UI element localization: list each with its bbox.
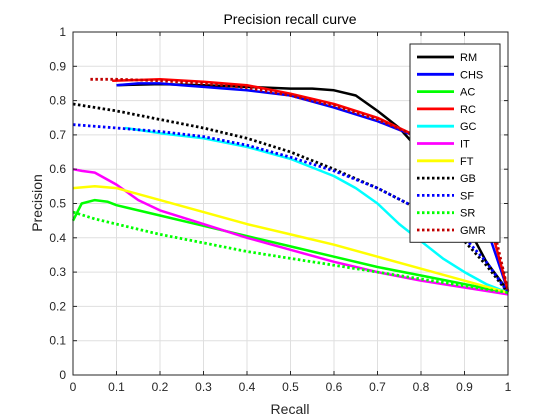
y-tick-label: 0.9 <box>49 59 66 73</box>
x-tick-label: 0.1 <box>108 380 125 394</box>
legend-label: AC <box>460 87 475 99</box>
series-line-gc <box>125 126 509 294</box>
series-line-it <box>72 167 509 296</box>
legend-label: RC <box>460 104 476 116</box>
y-tick-label: 0.1 <box>49 334 66 348</box>
legend-label: SR <box>460 208 475 220</box>
x-tick-label: 0 <box>70 380 77 394</box>
series-line-sr <box>72 210 509 295</box>
chart-title: Precision recall curve <box>223 11 356 27</box>
x-tick-label: 0.4 <box>239 380 256 394</box>
x-tick-label: 0.2 <box>152 380 169 394</box>
legend-label: GB <box>460 173 476 185</box>
x-tick-label: 0.9 <box>456 380 473 394</box>
legend-label: SF <box>460 190 474 202</box>
y-axis: 0 0.1 0.2 0.3 0.4 0.5 0.6 0.7 0.8 0.9 1 <box>49 25 508 382</box>
legend-label: RM <box>460 52 477 64</box>
y-tick-label: 0.2 <box>49 299 66 313</box>
y-tick-label: 0.6 <box>49 162 66 176</box>
legend: RM CHS AC RC GC IT FT GB SF SR GMR <box>409 43 501 243</box>
x-tick-label: 0.6 <box>326 380 343 394</box>
legend-label: FT <box>460 156 474 168</box>
legend-label: GC <box>460 121 477 133</box>
y-tick-label: 0.3 <box>49 265 66 279</box>
legend-label: GMR <box>460 225 486 237</box>
x-tick-label: 0.8 <box>413 380 430 394</box>
x-tick-label: 0.5 <box>282 380 299 394</box>
y-tick-label: 0.7 <box>49 128 66 142</box>
series-line-ft <box>72 185 509 294</box>
x-axis: 0 0.1 0.2 0.3 0.4 0.5 0.6 0.7 0.8 0.9 1 <box>70 32 512 394</box>
y-axis-label: Precision <box>29 174 45 232</box>
y-tick-label: 0.4 <box>49 231 66 245</box>
y-tick-label: 0 <box>59 368 66 382</box>
legend-label: IT <box>460 139 470 151</box>
y-tick-label: 1 <box>59 25 66 39</box>
y-tick-label: 0.8 <box>49 94 66 108</box>
x-tick-label: 0.7 <box>369 380 386 394</box>
x-axis-label: Recall <box>271 401 310 417</box>
x-tick-label: 0.3 <box>195 380 212 394</box>
y-tick-label: 0.5 <box>49 197 66 211</box>
x-tick-label: 1 <box>505 380 512 394</box>
legend-label: CHS <box>460 69 483 81</box>
